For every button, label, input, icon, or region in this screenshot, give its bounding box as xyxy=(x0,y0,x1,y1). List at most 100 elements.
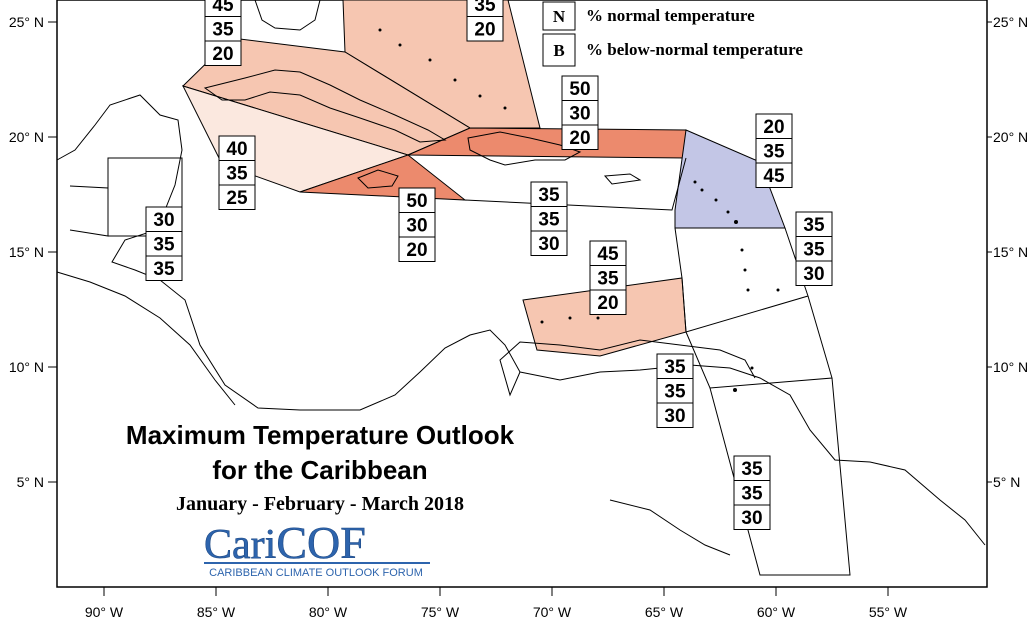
lat-label-left: 20° N xyxy=(9,129,44,145)
lat-label-right: 10° N xyxy=(993,359,1028,375)
outlook-value: 35 xyxy=(212,20,234,41)
outlook-box-hispaniola: 50 30 20 xyxy=(561,75,599,150)
south-america-west xyxy=(609,499,731,556)
caricof-logo: CariCOF CARIBBEAN CLIMATE OUTLOOK FORUM xyxy=(204,517,430,579)
outlook-value: 30 xyxy=(406,216,427,237)
outlook-value: 45 xyxy=(597,244,619,265)
outlook-box-jamaica: 50 30 20 xyxy=(398,187,436,262)
outlook-value: 30 xyxy=(538,234,559,255)
outlook-value: 50 xyxy=(569,79,590,100)
outlook-value: 30 xyxy=(741,508,762,529)
outlook-value: 45 xyxy=(212,0,234,16)
lat-label-right: 20° N xyxy=(993,129,1028,145)
outlook-box-abc-islands: 45 35 20 xyxy=(589,240,627,315)
region-outline-trinidad xyxy=(685,295,833,389)
region-leeward xyxy=(674,129,786,229)
outlook-box-leeward-islands: 20 35 45 xyxy=(755,113,793,188)
lat-label-right: 15° N xyxy=(993,244,1028,260)
lat-labels-left: 25° N 20° N 15° N 10° N 5° N xyxy=(9,14,57,490)
title-block: Maximum Temperature Outlook for the Cari… xyxy=(126,420,515,515)
outlook-box-belize: 30 35 35 xyxy=(145,206,183,281)
legend-label-below: % below-normal temperature xyxy=(586,40,803,59)
outlook-value: 35 xyxy=(741,484,763,505)
florida xyxy=(254,0,321,31)
outlook-value: 35 xyxy=(153,235,175,256)
legend-item-normal: N % normal temperature xyxy=(542,1,755,31)
legend-key-below: B xyxy=(553,41,564,60)
lat-label-left: 25° N xyxy=(9,14,44,30)
legend-key-normal: N xyxy=(553,7,566,26)
outlook-value: 35 xyxy=(597,269,619,290)
outlook-value: 35 xyxy=(664,357,686,378)
outlook-box-guianas: 35 35 30 xyxy=(733,455,771,530)
outlook-value: 50 xyxy=(406,191,427,212)
map-period: January - February - March 2018 xyxy=(176,493,464,515)
lon-label: 55° W xyxy=(869,604,908,620)
logo-cari: Cari xyxy=(204,522,276,568)
outlook-value: 30 xyxy=(664,406,685,427)
outlook-value: 20 xyxy=(597,293,618,314)
outlook-value: 35 xyxy=(664,382,686,403)
outlook-value: 35 xyxy=(226,164,248,185)
outlook-value: 20 xyxy=(212,44,233,65)
outlook-value: 45 xyxy=(763,166,785,187)
outlook-value: 40 xyxy=(226,139,247,160)
outlook-value: 35 xyxy=(538,210,560,231)
outlook-value: 20 xyxy=(569,128,590,149)
outlook-value: 35 xyxy=(741,459,763,480)
outlook-value: 30 xyxy=(153,210,174,231)
lon-label: 70° W xyxy=(533,604,572,620)
lat-label-left: 5° N xyxy=(17,474,44,490)
hispaniola-land xyxy=(467,131,582,166)
outlook-box-bahamas-west: 45 35 20 xyxy=(204,0,242,66)
outlook-value: 25 xyxy=(226,188,248,209)
small-islands xyxy=(378,28,780,392)
lat-labels-right: 25° N 20° N 15° N 10° N 5° N xyxy=(987,14,1028,490)
legend: N % normal temperature B % below-normal … xyxy=(542,1,803,67)
outlook-value: 35 xyxy=(803,215,825,236)
puerto-rico-land xyxy=(603,173,642,185)
outlook-value: 35 xyxy=(474,0,496,16)
lat-label-left: 15° N xyxy=(9,244,44,260)
south-america-north xyxy=(519,364,986,546)
outlook-value: 35 xyxy=(153,259,175,280)
lon-label: 80° W xyxy=(309,604,348,620)
logo-subtitle: CARIBBEAN CLIMATE OUTLOOK FORUM xyxy=(209,567,423,579)
map-title-line1: Maximum Temperature Outlook xyxy=(126,420,515,450)
central-america-pacific xyxy=(56,271,236,406)
outlook-value: 35 xyxy=(763,142,785,163)
lat-label-left: 10° N xyxy=(9,359,44,375)
outlook-value: 35 xyxy=(538,185,560,206)
region-abc xyxy=(522,277,687,357)
lat-label-right: 5° N xyxy=(993,474,1020,490)
outlook-value: 30 xyxy=(569,104,590,125)
outlook-box-trinidad: 35 35 30 xyxy=(656,353,694,428)
outlook-value: 20 xyxy=(406,240,427,261)
outlook-value: 35 xyxy=(803,240,825,261)
lat-label-right: 25° N xyxy=(993,14,1028,30)
outlook-box-western-cuba: 40 35 25 xyxy=(218,135,256,210)
outlook-value: 30 xyxy=(803,264,824,285)
lon-label: 65° W xyxy=(645,604,684,620)
lon-label: 75° W xyxy=(421,604,460,620)
lon-label: 60° W xyxy=(757,604,796,620)
lon-label: 85° W xyxy=(197,604,236,620)
land-outlines xyxy=(56,0,986,556)
outlook-value: 20 xyxy=(763,117,784,138)
legend-item-below: B % below-normal temperature xyxy=(542,33,803,67)
lon-labels: 90° W 85° W 80° W 75° W 70° W 65° W 60° W 55° W xyxy=(85,587,908,620)
outlook-box-puerto-rico: 35 35 30 xyxy=(530,181,568,256)
mexico-yucatan-coast xyxy=(56,94,756,411)
outlook-value: 20 xyxy=(474,20,495,41)
logo-wordmark: CariCOF xyxy=(204,517,366,568)
logo-cof: COF xyxy=(276,517,365,568)
jamaica-land xyxy=(357,169,399,189)
lon-label: 90° W xyxy=(85,604,124,620)
outlook-box-windward-islands: 35 35 30 xyxy=(795,211,833,286)
cuba xyxy=(203,69,447,143)
legend-label-normal: % normal temperature xyxy=(586,6,755,25)
